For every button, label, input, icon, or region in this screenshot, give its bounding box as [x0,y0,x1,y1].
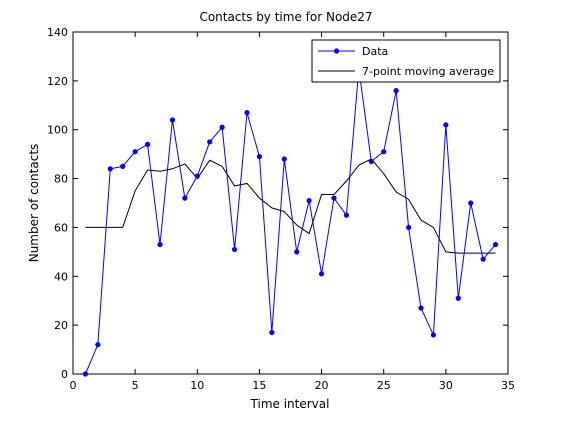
data-point [281,156,287,162]
series-line-moving-average [85,158,496,254]
y-tick-label: 80 [54,173,68,186]
data-point [480,256,486,262]
data-point [331,195,337,201]
data-point [219,124,225,130]
y-axis-label: Number of contacts [27,144,41,263]
data-point [381,149,387,155]
data-point [405,224,412,231]
legend-marker-data [333,48,340,54]
legend-label-data: Data [362,45,388,58]
x-axis: 0 5 10 15 20 25 30 35 [70,32,515,392]
x-axis-label: Time interval [250,397,330,411]
data-point [368,158,374,165]
data-point [492,241,499,248]
data-point [169,117,176,123]
data-point [95,342,101,348]
data-point [343,212,350,218]
y-tick-label: 40 [54,270,68,283]
x-tick-label: 10 [190,379,204,392]
legend-box [311,39,501,83]
data-point [107,166,113,172]
data-point [455,295,461,301]
data-point [207,139,213,145]
legend-label-moving-average: 7-point moving average [362,65,494,78]
data-point [294,249,300,255]
data-point [194,173,200,179]
y-axis: 0 20 40 60 80 100 120 140 [47,26,508,381]
y-tick-label: 100 [47,124,68,137]
series-layer [82,66,499,377]
data-point [132,149,138,155]
data-point [82,371,89,377]
data-point [120,163,126,169]
legend: Data 7-point moving average [311,39,501,83]
y-tick-label: 120 [47,75,68,88]
x-tick-label: 20 [315,379,329,392]
data-point [144,141,151,147]
data-point [157,241,163,248]
x-tick-label: 0 [70,379,77,392]
chart-title: Contacts by time for Node27 [199,10,372,24]
data-point [231,246,238,253]
y-tick-label: 140 [47,26,68,39]
x-tick-label: 15 [252,379,266,392]
x-tick-label: 35 [501,379,515,392]
data-point [182,195,188,201]
x-tick-label: 25 [377,379,391,392]
data-point [318,271,325,277]
data-point [256,153,263,160]
y-tick-label: 20 [54,319,68,332]
y-tick-label: 60 [54,221,68,234]
data-point [418,305,424,311]
data-point [443,122,449,128]
data-point [269,329,275,336]
x-tick-label: 30 [439,379,453,392]
data-point [244,110,250,116]
series-line-data [84,68,496,375]
data-point [430,332,437,338]
y-tick-label: 0 [61,368,68,381]
data-point [468,200,474,206]
x-tick-label: 5 [132,379,139,392]
data-point [393,88,399,94]
data-point [306,197,312,204]
